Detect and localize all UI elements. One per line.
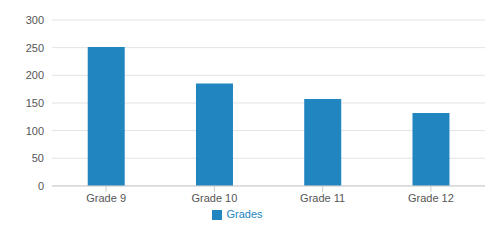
svg-text:150: 150: [26, 97, 44, 109]
svg-text:Grade 10: Grade 10: [191, 192, 237, 204]
svg-text:0: 0: [38, 180, 44, 192]
svg-text:Grade 9: Grade 9: [86, 192, 126, 204]
svg-text:250: 250: [26, 42, 44, 54]
svg-text:200: 200: [26, 69, 44, 81]
svg-text:100: 100: [26, 125, 44, 137]
svg-text:Grade 11: Grade 11: [300, 192, 345, 204]
svg-text:300: 300: [26, 14, 44, 26]
svg-text:50: 50: [32, 152, 44, 164]
html-text:Grades: Grades: [226, 207, 263, 220]
svg-text:Grade 12: Grade 12: [408, 192, 454, 204]
